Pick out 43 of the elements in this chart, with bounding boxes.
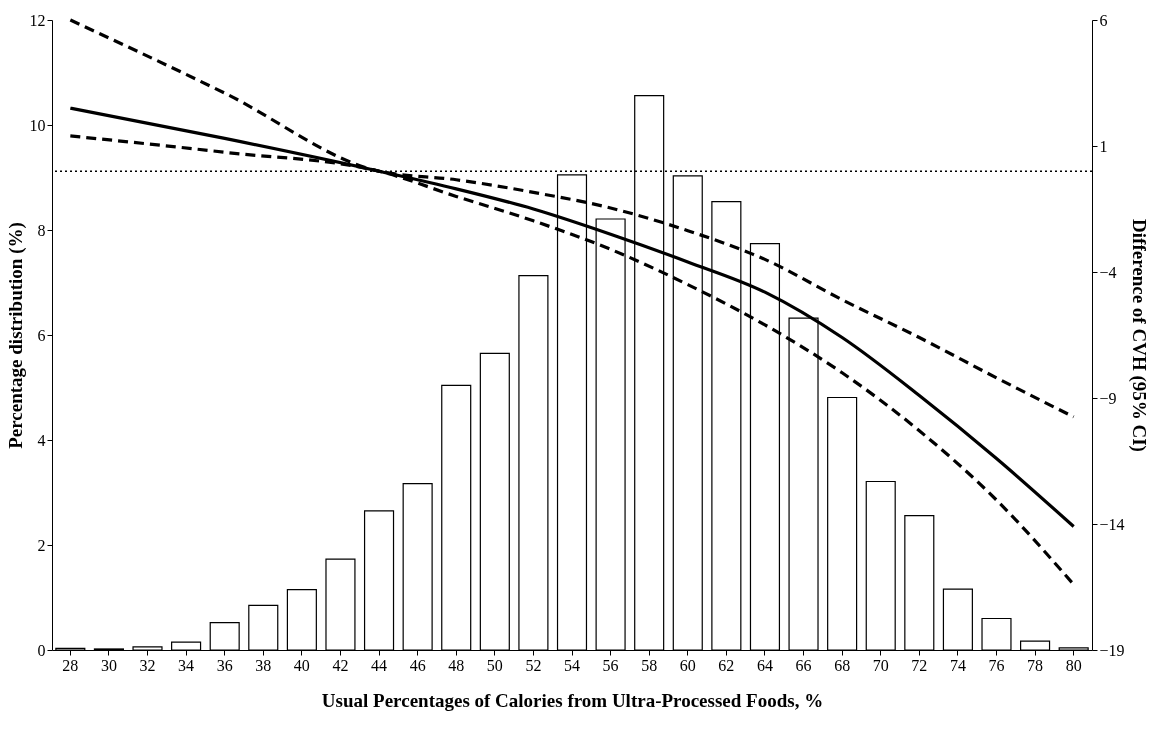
y-tick-label: 12 xyxy=(29,11,46,29)
x-tick-label: 54 xyxy=(564,656,580,674)
x-tick-label: 42 xyxy=(332,656,349,674)
x-tick-label: 72 xyxy=(911,656,928,674)
y2-tick-label: 6 xyxy=(1099,11,1108,29)
x-tick-label: 80 xyxy=(1065,656,1082,674)
y2-tick-label: 1 xyxy=(1099,137,1108,155)
x-tick-label: 36 xyxy=(216,656,233,674)
x-tick-label: 52 xyxy=(525,656,542,674)
y-tick-label: 8 xyxy=(37,221,46,239)
x-tick-label: 68 xyxy=(834,656,851,674)
y2-tick-label: −14 xyxy=(1099,515,1125,533)
x-tick-label: 38 xyxy=(255,656,272,674)
x-tick-label: 48 xyxy=(448,656,465,674)
x-tick-label: 60 xyxy=(679,656,696,674)
y-tick-label: 10 xyxy=(29,116,46,134)
x-tick-label: 58 xyxy=(641,656,658,674)
x-tick-label: 70 xyxy=(872,656,889,674)
x-tick-label: 34 xyxy=(178,656,195,674)
x-tick-label: 64 xyxy=(756,656,773,674)
x-tick-label: 40 xyxy=(293,656,310,674)
y-tick-label: 6 xyxy=(37,326,46,344)
x-tick-label: 32 xyxy=(139,656,156,674)
y2-tick-label: −4 xyxy=(1099,263,1117,281)
x-tick-label: 62 xyxy=(718,656,735,674)
x-tick-label: 30 xyxy=(100,656,117,674)
x-tick-label: 50 xyxy=(486,656,503,674)
x-tick-label: 78 xyxy=(1027,656,1044,674)
y-tick-label: 4 xyxy=(37,431,46,449)
x-tick-label: 76 xyxy=(988,656,1005,674)
x-tick-label: 66 xyxy=(795,656,812,674)
y-axis-title: Percentage distribution (%) xyxy=(4,222,27,449)
y-tick-label: 2 xyxy=(37,536,46,554)
x-tick-label: 44 xyxy=(371,656,388,674)
y-tick-label: 0 xyxy=(37,641,46,659)
y2-tick-label: −19 xyxy=(1099,641,1125,659)
x-tick-label: 28 xyxy=(62,656,79,674)
x-axis-title: Usual Percentages of Calories from Ultra-Processed Foods, % xyxy=(321,689,824,711)
y2-tick-label: −9 xyxy=(1099,389,1117,407)
x-tick-label: 74 xyxy=(949,656,966,674)
x-tick-label: 56 xyxy=(602,656,619,674)
x-tick-label: 46 xyxy=(409,656,426,674)
y2-axis-title: Difference of CVH (95% CI) xyxy=(1127,219,1150,452)
